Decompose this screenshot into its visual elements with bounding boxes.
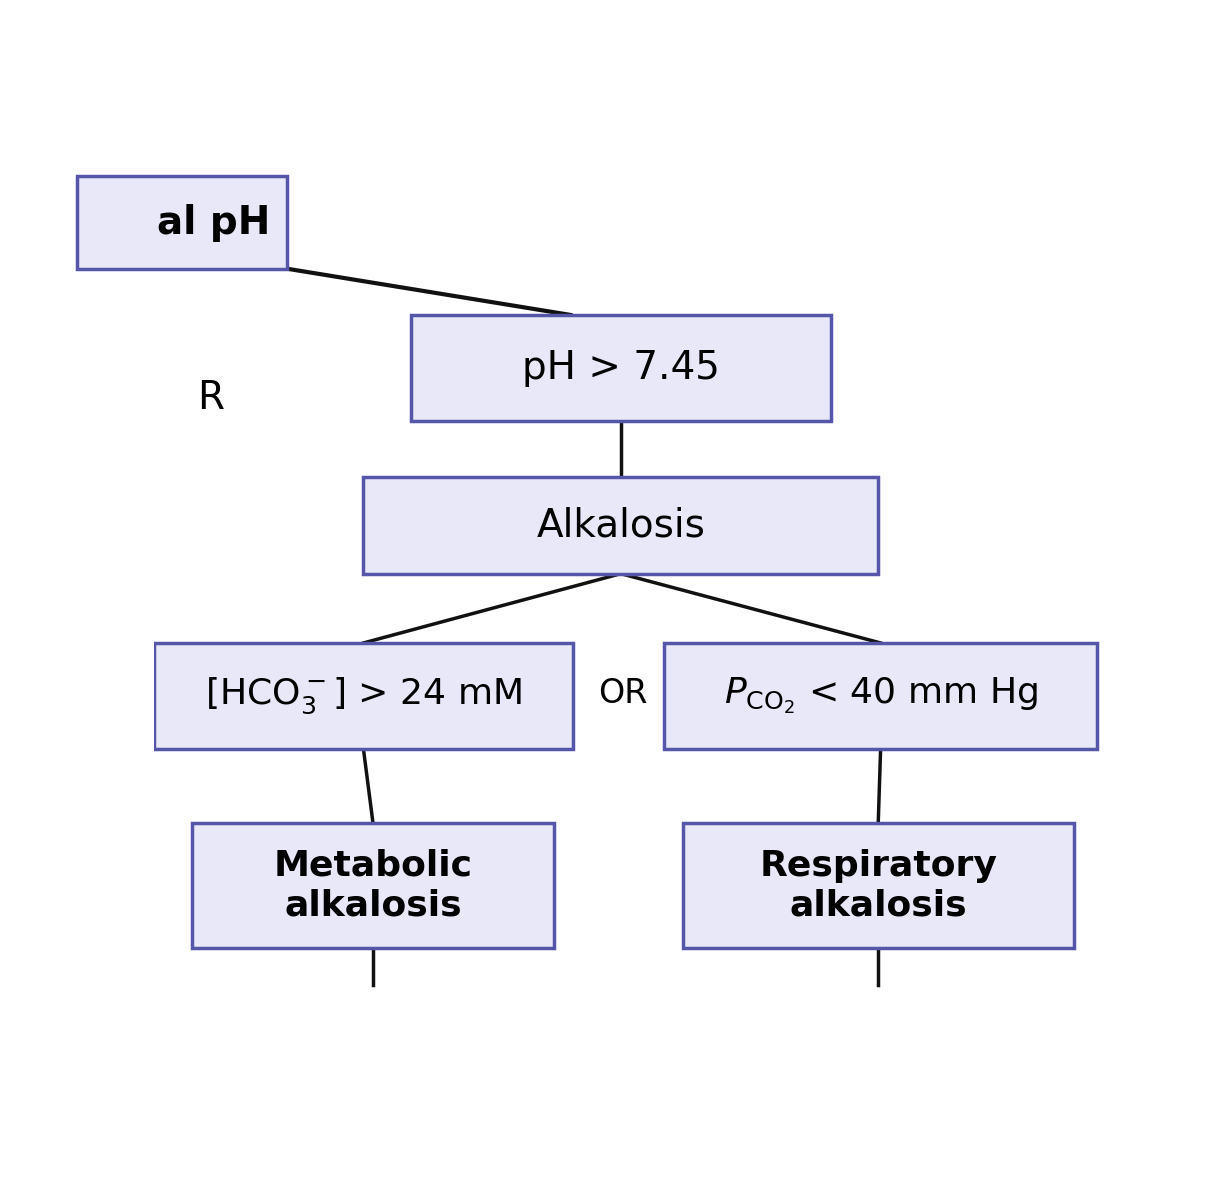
Text: Respiratory
alkalosis: Respiratory alkalosis [759,848,998,923]
Text: R: R [198,379,224,418]
Text: $\mathit{P}_{\mathrm{CO_2}}$ < 40 mm Hg: $\mathit{P}_{\mathrm{CO_2}}$ < 40 mm Hg [723,676,1038,716]
FancyBboxPatch shape [411,314,830,421]
Text: pH > 7.45: pH > 7.45 [522,349,720,388]
FancyBboxPatch shape [664,643,1097,749]
Text: $[\mathrm{HCO_3^-}]$ > 24 mM: $[\mathrm{HCO_3^-}]$ > 24 mM [205,676,522,716]
FancyBboxPatch shape [683,823,1074,948]
Text: OR: OR [598,677,647,710]
FancyBboxPatch shape [77,176,288,269]
FancyBboxPatch shape [192,823,554,948]
FancyBboxPatch shape [154,643,573,749]
FancyBboxPatch shape [364,476,878,574]
Text: Alkalosis: Alkalosis [536,506,705,544]
Text: Metabolic
alkalosis: Metabolic alkalosis [273,848,472,923]
Text: al pH: al pH [157,204,271,241]
